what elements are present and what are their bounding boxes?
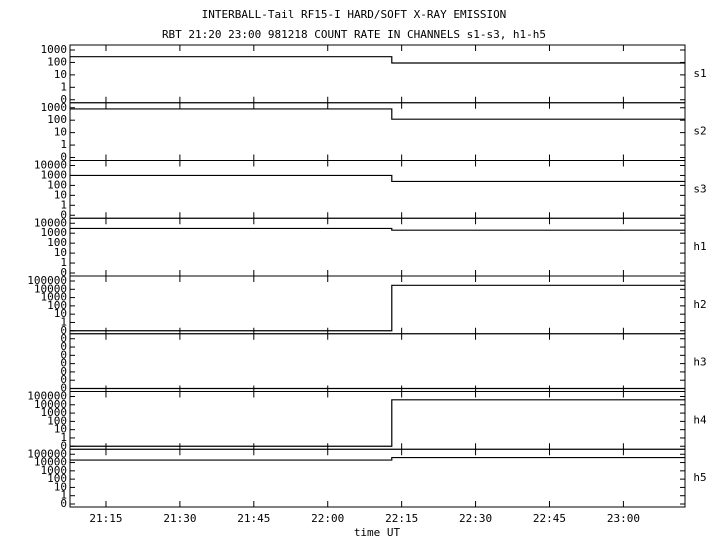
y-tick-label: 1000 xyxy=(41,43,68,56)
data-line xyxy=(70,56,685,64)
panel-label: h3 xyxy=(693,356,706,369)
x-tick-label: 23:00 xyxy=(607,512,640,525)
y-tick-label: 10 xyxy=(54,246,67,259)
y-tick-label: 10000 xyxy=(34,456,67,469)
x-tick-label: 21:45 xyxy=(237,512,270,525)
panel-frame xyxy=(69,448,686,508)
y-tick-label: 0 xyxy=(60,324,67,337)
y-tick-label: 0 xyxy=(60,357,67,370)
y-tick-label: 0 xyxy=(60,373,67,386)
y-tick-label: 100 xyxy=(47,414,67,427)
y-tick-label: 10 xyxy=(54,423,67,436)
data-line xyxy=(70,399,685,447)
chart-subtitle: RBT 21:20 23:00 981218 COUNT RATE IN CHA… xyxy=(162,28,546,41)
panel-label: h4 xyxy=(693,413,707,426)
y-tick-label: 10 xyxy=(54,307,67,320)
y-tick-label: 100000 xyxy=(27,390,67,403)
data-line xyxy=(70,284,685,332)
x-tick-label: 22:30 xyxy=(459,512,492,525)
data-line xyxy=(70,174,685,183)
data-line xyxy=(70,227,685,231)
y-tick-label: 100 xyxy=(47,178,67,191)
y-tick-label: 0 xyxy=(60,93,67,106)
x-tick-label: 22:00 xyxy=(311,512,344,525)
y-tick-label: 1000 xyxy=(41,101,68,114)
x-tick-label: 22:15 xyxy=(385,512,418,525)
y-tick-label: 10 xyxy=(54,480,67,493)
y-tick-label: 0 xyxy=(60,382,67,395)
y-tick-label: 1 xyxy=(60,431,67,444)
y-tick-label: 100000 xyxy=(27,447,67,460)
y-tick-label: 1 xyxy=(60,315,67,328)
y-tick-label: 1 xyxy=(60,80,67,93)
y-tick-label: 0 xyxy=(60,151,67,164)
y-tick-label: 10000 xyxy=(34,398,67,411)
panel-label: h1 xyxy=(693,240,706,253)
data-line xyxy=(70,456,685,461)
y-tick-label: 100 xyxy=(47,472,67,485)
y-tick-label: 1 xyxy=(60,138,67,151)
y-tick-label: 0 xyxy=(60,439,67,452)
x-tick-label: 22:45 xyxy=(533,512,566,525)
y-tick-label: 10000 xyxy=(34,282,67,295)
y-tick-label: 1 xyxy=(60,198,67,211)
y-tick-label: 0 xyxy=(60,340,67,353)
panel-label: h5 xyxy=(693,471,706,484)
y-tick-label: 0 xyxy=(60,332,67,345)
y-tick-label: 1000 xyxy=(41,406,68,419)
x-axis-label: time UT xyxy=(354,526,401,539)
y-tick-label: 1000 xyxy=(41,291,68,304)
y-tick-label: 0 xyxy=(60,348,67,361)
panel-label: h2 xyxy=(693,298,706,311)
y-tick-label: 10 xyxy=(54,188,67,201)
y-tick-label: 1 xyxy=(60,256,67,269)
panel-frame xyxy=(69,44,686,104)
panel-frame xyxy=(69,160,686,219)
y-tick-label: 10 xyxy=(54,68,67,81)
panel-label: s1 xyxy=(693,67,706,80)
panel-frame xyxy=(69,275,686,335)
y-tick-label: 100 xyxy=(47,113,67,126)
y-tick-label: 0 xyxy=(60,497,67,510)
panel-frame xyxy=(69,102,686,161)
y-tick-label: 1 xyxy=(60,489,67,502)
panel-label: s3 xyxy=(693,182,706,195)
y-tick-label: 100 xyxy=(47,299,67,312)
panel-frame xyxy=(69,217,686,277)
y-tick-label: 100 xyxy=(47,236,67,249)
y-tick-label: 0 xyxy=(60,266,67,279)
y-tick-label: 100 xyxy=(47,55,67,68)
x-tick-label: 21:15 xyxy=(89,512,122,525)
panel-frame xyxy=(69,333,686,392)
y-tick-label: 10 xyxy=(54,126,67,139)
y-tick-label: 1000 xyxy=(41,464,68,477)
y-tick-label: 100000 xyxy=(27,274,67,287)
chart-title: INTERBALL-Tail RF15-I HARD/SOFT X-RAY EM… xyxy=(202,8,507,21)
y-tick-label: 1000 xyxy=(41,226,68,239)
y-tick-label: 0 xyxy=(60,365,67,378)
y-tick-label: 0 xyxy=(60,208,67,221)
x-tick-label: 21:30 xyxy=(163,512,196,525)
y-tick-label: 10000 xyxy=(34,159,67,172)
y-tick-label: 1000 xyxy=(41,168,68,181)
panel-label: s2 xyxy=(693,125,706,138)
data-line xyxy=(70,108,685,120)
y-tick-label: 10000 xyxy=(34,216,67,229)
